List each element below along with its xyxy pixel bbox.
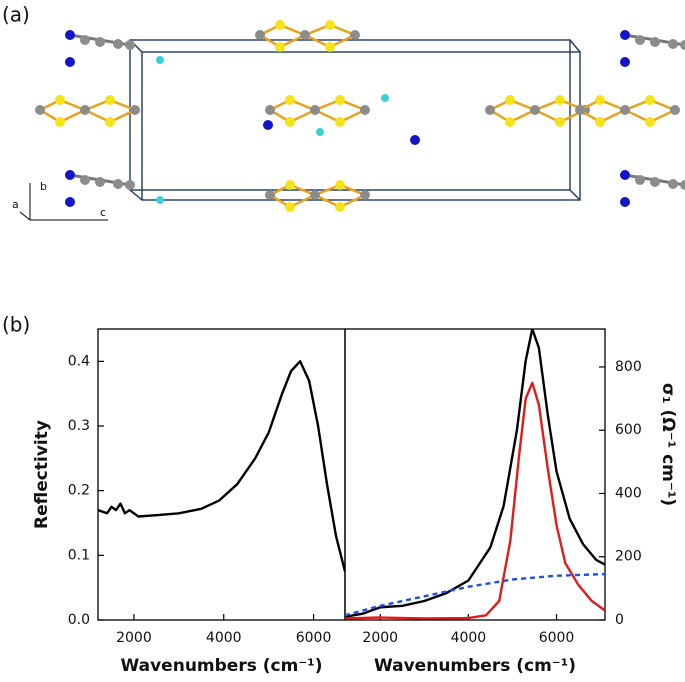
y-axis-label: Reflectivity <box>32 420 52 529</box>
x-tick-label: 2000 <box>362 630 398 646</box>
x-axis-label: Wavenumbers (cm⁻¹) <box>120 656 322 676</box>
axis-label: c <box>100 206 106 219</box>
x-tick-label: 2000 <box>116 630 152 646</box>
data-line <box>345 572 605 617</box>
plot-frame <box>97 328 346 621</box>
y-tick-label: 0.4 <box>68 353 90 369</box>
plot-frame <box>344 328 606 621</box>
y-tick-label: 0.0 <box>68 612 90 628</box>
plot-area <box>98 360 345 572</box>
y2-tick-label: 200 <box>615 549 642 565</box>
x-tick-label: 6000 <box>296 630 332 646</box>
data-line <box>345 329 605 618</box>
panel-label: (b) <box>2 313 30 337</box>
x-tick-label: 6000 <box>539 630 575 646</box>
data-line <box>345 381 605 620</box>
y-tick-label: 0.1 <box>68 547 90 563</box>
y2-axis-label: σ₁ (Ω⁻¹ cm⁻¹) <box>658 383 678 506</box>
plot-area <box>345 329 605 620</box>
panel-label: (a) <box>2 3 30 27</box>
crystal-structure: b a c <box>12 18 685 221</box>
y2-tick-label: 400 <box>615 485 642 501</box>
y2-tick-label: 0 <box>615 612 624 628</box>
data-line <box>98 360 345 572</box>
axis-label: a <box>12 198 19 211</box>
y2-tick-label: 600 <box>615 422 642 438</box>
y-tick-label: 0.2 <box>68 483 90 499</box>
y2-tick-label: 800 <box>615 359 642 375</box>
axis-label: b <box>40 180 47 193</box>
x-axis-label: Wavenumbers (cm⁻¹) <box>374 656 576 676</box>
x-tick-label: 4000 <box>206 630 242 646</box>
x-tick-label: 4000 <box>451 630 487 646</box>
y-tick-label: 0.3 <box>68 418 90 434</box>
